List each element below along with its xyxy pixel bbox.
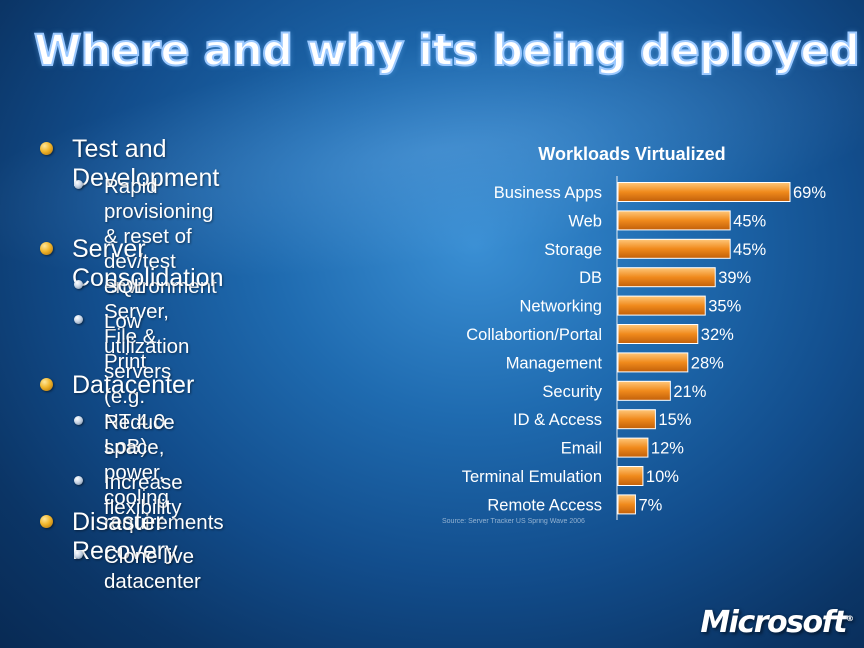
- sub-bullet-increase-flexibility: Increase flexibility: [104, 471, 183, 519]
- sub-bullet-icon: [74, 476, 83, 485]
- bar-value-label: 45%: [733, 212, 766, 230]
- bar: [617, 324, 699, 344]
- bar: [617, 466, 644, 486]
- bar-category-label: Storage: [544, 241, 602, 259]
- bar: [617, 352, 689, 373]
- bar: [617, 295, 706, 316]
- bar-value-label: 32%: [701, 326, 734, 344]
- bar-category-label: DB: [579, 269, 602, 287]
- bar-category-label: Web: [568, 212, 602, 230]
- bar-value-label: 28%: [691, 354, 724, 372]
- bar-category-label: Collabortion/Portal: [466, 326, 602, 344]
- sub-bullet-icon: [74, 550, 83, 559]
- bar-category-label: Security: [542, 383, 602, 401]
- bullet-icon: [40, 378, 53, 391]
- bullet-icon: [40, 242, 53, 255]
- sub-bullet-sql-server: SQL Server, File & Print: [104, 275, 169, 373]
- bar-value-label: 45%: [733, 241, 766, 259]
- sub-bullet-clone-datacenter: Clone live datacenter: [104, 545, 201, 593]
- bar-value-label: 69%: [793, 184, 826, 202]
- bar-category-label: Business Apps: [494, 184, 602, 202]
- sub-bullet-icon: [74, 180, 83, 189]
- bullet-test-development: Test and Development: [72, 135, 220, 192]
- microsoft-logo: Microsoft®: [700, 605, 854, 640]
- bar-value-label: 12%: [651, 440, 684, 458]
- bar-value-label: 21%: [673, 383, 706, 401]
- bar-value-label: 10%: [646, 468, 679, 486]
- chart-source: Source: Server Tracker US Spring Wave 20…: [442, 518, 585, 525]
- bar: [617, 182, 791, 202]
- bullet-icon: [40, 515, 53, 528]
- bar-category-label: Terminal Emulation: [462, 468, 602, 486]
- bar: [617, 210, 731, 231]
- bullet-datacenter: Datacenter: [72, 371, 195, 399]
- bullet-icon: [40, 142, 53, 155]
- sub-bullet-rapid-provisioning: Rapid provisioning & reset of dev/test e…: [104, 175, 217, 298]
- sub-bullet-reduce-space: Reduce space, power, cooling requirement…: [104, 411, 224, 534]
- sub-bullet-low-utilization: Low utilization servers (e.g. NT 4.0 LoB…: [104, 310, 190, 458]
- bar-category-label: Remote Access: [487, 496, 602, 514]
- sub-bullet-icon: [74, 280, 83, 289]
- chart-title: Workloads Virtualized: [538, 144, 725, 164]
- bar: [617, 409, 656, 430]
- bar-value-label: 39%: [718, 269, 751, 287]
- chart-rows: Business Apps 69% Web 45% Storage 45% DB 39% Net…: [462, 182, 826, 515]
- bar: [617, 380, 671, 401]
- workloads-chart: Workloads Virtualized Business Apps 69% We…: [442, 144, 826, 525]
- bar-category-label: Email: [561, 440, 602, 458]
- bullet-server-consolidation: Server Consolidation: [72, 235, 224, 292]
- bar: [617, 238, 731, 259]
- bullet-disaster-recovery: Disaster Recovery: [72, 508, 178, 565]
- sub-bullet-icon: [74, 315, 83, 324]
- bar-value-label: 15%: [658, 411, 691, 429]
- sub-bullet-icon: [74, 416, 83, 425]
- bar-category-label: Management: [506, 354, 603, 372]
- bar-value-label: 7%: [638, 496, 662, 514]
- bar-category-label: ID & Access: [513, 411, 602, 429]
- bar-category-label: Networking: [519, 298, 602, 316]
- bar: [617, 437, 649, 458]
- bar-value-label: 35%: [708, 298, 741, 316]
- slide-title: Where and why its being deployed: [33, 25, 861, 77]
- bar: [617, 267, 716, 288]
- bar: [617, 494, 636, 515]
